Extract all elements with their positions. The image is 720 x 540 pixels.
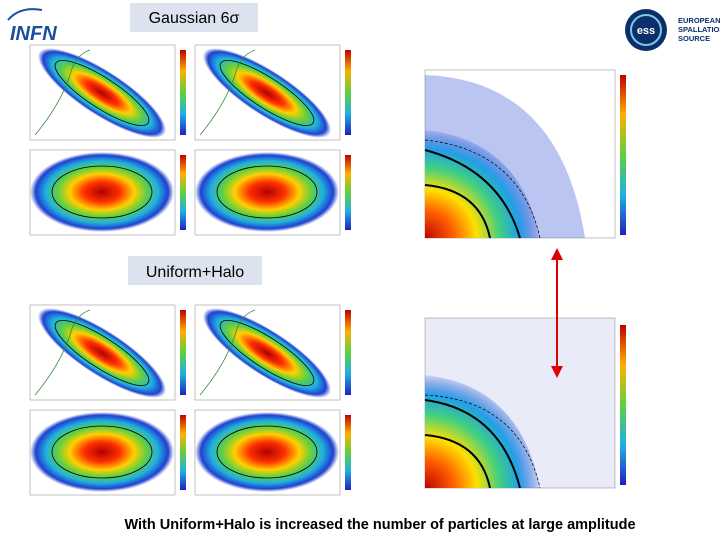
amplitude-plot	[424, 69, 626, 239]
org-line: SPALLATION	[678, 25, 720, 34]
phase-plots	[26, 33, 352, 236]
amplitude-plot	[424, 317, 626, 489]
org-line: EUROPEAN	[678, 16, 720, 25]
caption: With Uniform+Halo is increased the numbe…	[124, 517, 635, 533]
svg-text:ess: ess	[637, 25, 655, 37]
label-box	[128, 256, 262, 285]
section-label: Uniform+Halo	[146, 264, 244, 281]
institute-name: INFN	[10, 23, 57, 45]
org-line: SOURCE	[678, 34, 710, 43]
infn-logo: INFN	[7, 8, 57, 45]
ess-logo: ess EUROPEAN SPALLATION SOURCE	[625, 9, 720, 51]
label-box	[130, 3, 258, 32]
section-label: Gaussian 6σ	[149, 10, 240, 27]
comparison-arrow	[551, 248, 563, 378]
phase-plots	[26, 293, 352, 496]
